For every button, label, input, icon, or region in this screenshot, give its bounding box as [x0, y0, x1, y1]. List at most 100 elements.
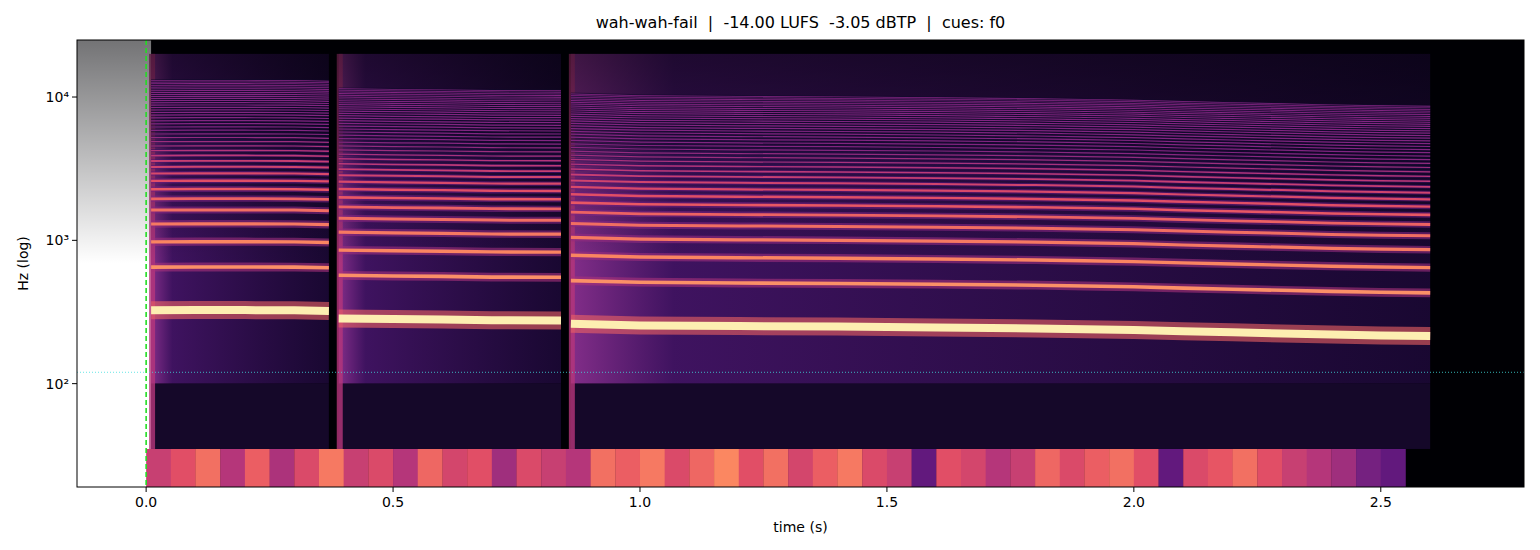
harmonic-glow	[339, 169, 561, 171]
harmonic	[151, 240, 329, 244]
harmonic-glow	[339, 197, 561, 199]
harmonic-glow	[339, 150, 561, 152]
harmonic	[339, 150, 561, 152]
harmonic-glow	[339, 250, 561, 252]
harmonic-glow	[151, 140, 329, 144]
harmonic-glow	[151, 106, 329, 110]
harmonic-glow	[339, 275, 561, 277]
harmonic-glow	[339, 319, 561, 321]
harmonic	[339, 135, 561, 137]
harmonic	[151, 155, 329, 157]
harmonic	[339, 197, 561, 199]
harmonic-glow	[151, 132, 329, 136]
harmonic-glow	[571, 237, 1430, 249]
harmonic-glow	[151, 101, 329, 105]
harmonic	[339, 275, 561, 277]
harmonic	[339, 159, 561, 161]
harmonic	[151, 112, 329, 114]
x-tick-label: 0.0	[135, 494, 157, 510]
harmonic-glow	[151, 81, 329, 85]
harmonic-glow	[151, 89, 329, 93]
harmonic-glow	[339, 146, 561, 148]
harmonic	[151, 123, 329, 125]
harmonic	[339, 319, 561, 321]
harmonic	[571, 324, 1430, 336]
harmonic-glow	[339, 142, 561, 144]
harmonic-glow	[339, 154, 561, 156]
harmonic-glow	[339, 129, 561, 131]
harmonic-glow	[151, 220, 329, 228]
harmonic-glow	[151, 97, 329, 101]
x-tick	[146, 487, 147, 492]
harmonic	[151, 265, 329, 269]
harmonic-glow	[151, 263, 329, 273]
harmonic-glow	[339, 207, 561, 209]
y-tick	[72, 383, 77, 384]
harmonic-glow	[339, 164, 561, 166]
harmonic-glow	[339, 182, 561, 184]
harmonic-glow	[339, 218, 561, 220]
harmonic	[339, 232, 561, 234]
harmonic	[571, 281, 1430, 293]
harmonic	[151, 150, 329, 152]
harmonic-glow	[151, 129, 329, 133]
harmonic	[151, 208, 329, 212]
harmonic-glow	[151, 301, 329, 320]
harmonic-glow	[151, 186, 329, 193]
harmonic-glow	[571, 281, 1430, 293]
harmonic-glow	[151, 93, 329, 97]
harmonic-glow	[339, 139, 561, 141]
x-tick-label: 2.5	[1370, 494, 1392, 510]
harmonic	[339, 146, 561, 148]
harmonic-glow	[571, 224, 1430, 236]
harmonic	[151, 197, 329, 200]
harmonic	[151, 306, 329, 315]
frame	[77, 40, 1524, 487]
harmonic	[339, 132, 561, 134]
y-axis-title: Hz (log)	[15, 236, 31, 291]
harmonic-glow	[151, 171, 329, 176]
harmonic-glow	[571, 324, 1430, 336]
harmonic-glow	[151, 86, 329, 90]
harmonic-glow	[151, 178, 329, 184]
harmonic-glow	[339, 135, 561, 137]
harmonic-glow	[151, 238, 329, 247]
x-tick	[393, 487, 394, 492]
harmonic	[151, 80, 329, 82]
harmonic	[151, 126, 329, 128]
harmonic-glow	[151, 154, 329, 158]
cue-line	[77, 372, 1524, 373]
title: wah-wah-fail | -14.00 LUFS -3.05 dBTP | …	[596, 13, 1006, 32]
harmonic-glow	[151, 159, 329, 163]
harmonic	[339, 126, 561, 128]
cue-line	[145, 40, 147, 487]
harmonic	[339, 154, 561, 156]
harmonic	[151, 117, 329, 119]
harmonic	[151, 145, 329, 147]
harmonic-glow	[151, 95, 329, 99]
x-tick	[1133, 487, 1134, 492]
harmonic	[151, 114, 329, 116]
harmonic	[339, 142, 561, 144]
harmonic	[339, 169, 561, 171]
harmonic-glow	[339, 132, 561, 134]
harmonic-glow	[151, 125, 329, 129]
y-tick	[72, 97, 77, 98]
harmonic	[339, 207, 561, 209]
plot-content	[77, 40, 1524, 487]
x-tick-label: 1.5	[876, 494, 898, 510]
harmonic	[571, 237, 1430, 249]
top-fade	[77, 40, 1524, 487]
y-tick-label: 10²	[46, 376, 69, 392]
harmonic	[339, 164, 561, 166]
x-tick-label: 2.0	[1123, 494, 1145, 510]
x-tick-label: 0.5	[382, 494, 404, 510]
harmonic	[571, 224, 1430, 236]
harmonic	[151, 133, 329, 135]
x-tick	[1380, 487, 1381, 492]
harmonic-glow	[151, 165, 329, 170]
harmonic-glow	[151, 136, 329, 140]
harmonic-glow	[151, 206, 329, 214]
x-tick	[886, 487, 887, 492]
plot-area	[77, 40, 1524, 487]
